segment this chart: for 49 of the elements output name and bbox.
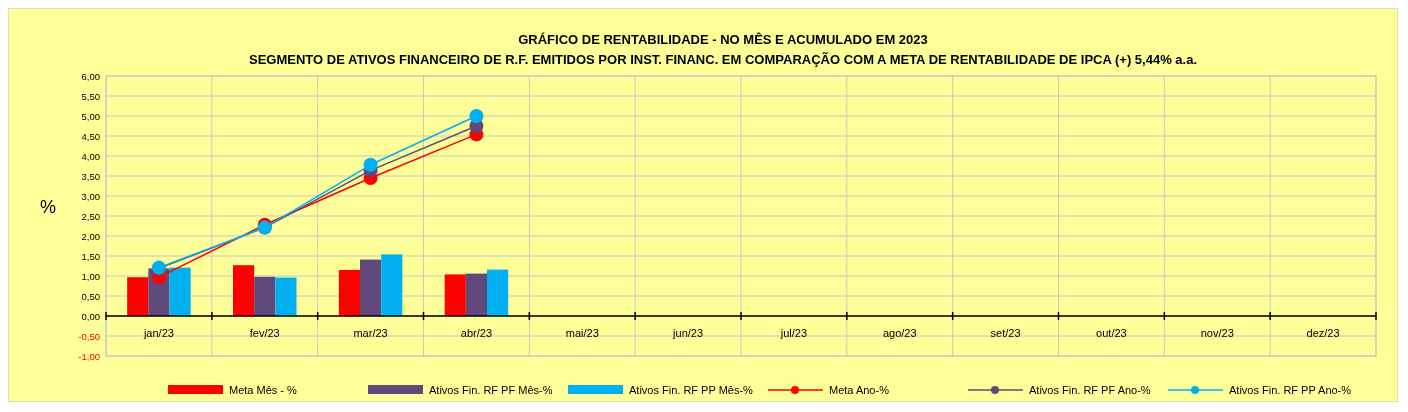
x-tick-label: mai/23 [565,327,599,339]
bar [444,274,466,316]
legend-label: Ativos Fin. RF PF Mês-% [429,384,553,396]
y-tick-label: 0,50 [81,290,100,302]
bar [275,277,297,316]
x-tick-label: ago/23 [882,327,917,339]
bar [360,259,382,316]
y-tick-label: 3,00 [81,190,100,202]
legend-label: Ativos Fin. RF PP Ano-% [1229,384,1352,396]
point [363,157,378,172]
y-tick-label: 4,00 [81,150,100,162]
y-axis-title: % [39,197,57,217]
y-tick-label: 4,50 [81,130,100,142]
bar [254,276,276,316]
chart-subtitle: SEGMENTO DE ATIVOS FINANCEIRO DE R.F. EMITIDOS POR INST. FINANC. EM COMPARAÇÃO COM A META DE RENTABILIDADE DE IPCA (+) 5,44% a.a. [249,52,1197,67]
y-tick-label: 1,50 [81,250,100,262]
legend-label: Meta Mês - % [229,384,298,396]
x-tick-label: dez/23 [1306,327,1340,339]
x-tick-label: jan/23 [142,327,174,339]
legend-label: Ativos Fin. RF PP Mês-% [629,384,754,396]
y-tick-label: 5,00 [81,110,100,122]
legend-label: Ativos Fin. RF PF Ano-% [1029,384,1151,396]
bar [127,277,149,316]
x-tick-label: out/23 [1096,327,1127,339]
x-tick-label: fev/23 [249,327,280,339]
chart-title: GRÁFICO DE RENTABILIDADE - NO MÊS E ACUMULADO EM 2023 [518,32,928,47]
bar [169,267,191,316]
bar [338,270,360,316]
y-tick-label: 2,50 [81,210,100,222]
bar [233,265,255,316]
x-tick-label: nov/23 [1200,327,1234,339]
x-tick-label: set/23 [990,327,1021,339]
x-tick-label: mar/23 [353,327,388,339]
y-tick-label: 5,50 [81,90,100,102]
x-tick-label: jul/23 [779,327,808,339]
bar [465,273,487,316]
y-tick-label: 2,00 [81,230,100,242]
bar [487,269,509,316]
y-tick-label: 3,50 [81,170,100,182]
y-tick-label: -1,00 [78,350,100,362]
legend-label: Meta Ano-% [829,384,890,396]
x-tick-label: jun/23 [672,327,704,339]
y-tick-label: 0,00 [81,310,100,322]
y-tick-label: 1,00 [81,270,100,282]
point [469,109,484,123]
y-tick-label: 6,00 [81,70,100,82]
bar [381,254,403,316]
y-tick-label: -0,50 [78,330,100,342]
x-tick-label: abr/23 [460,327,493,339]
